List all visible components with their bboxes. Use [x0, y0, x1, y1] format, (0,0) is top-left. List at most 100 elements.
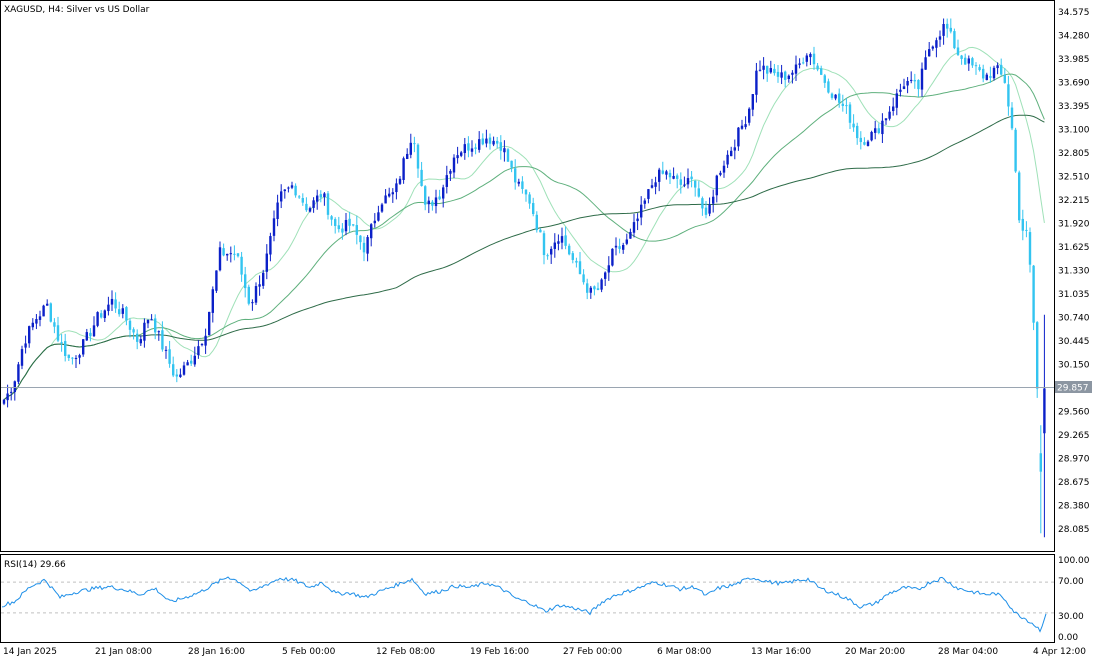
candle-body [398, 178, 402, 184]
candle-body [96, 312, 99, 326]
candle-body [510, 160, 513, 168]
candle-body [784, 71, 787, 80]
candle-body [42, 305, 45, 317]
main-panel-frame [0, 0, 1055, 552]
time-tick: 5 Feb 00:00 [282, 647, 336, 657]
candle-body [182, 365, 186, 375]
candle-body [269, 236, 272, 255]
candle-body [89, 332, 92, 337]
candle-body [560, 236, 564, 243]
candle-body [827, 81, 830, 93]
candle-body [841, 103, 844, 106]
candle-body [553, 242, 556, 249]
candle-body [211, 289, 214, 313]
candle-body [974, 65, 978, 67]
rsi-level-lines [1, 581, 1054, 614]
candle-body [244, 274, 247, 289]
time-tick: 27 Feb 00:00 [563, 647, 622, 657]
candle-body [100, 313, 103, 318]
candle-body [92, 325, 96, 337]
candle-body [686, 178, 690, 185]
candle-body [697, 188, 700, 197]
candle-body [46, 303, 49, 306]
time-tick: 12 Feb 08:00 [376, 647, 435, 657]
candle-body [197, 346, 200, 356]
candle-body [64, 341, 67, 356]
price-tick: 30.445 [1058, 337, 1090, 347]
candle-body [164, 349, 168, 351]
candle-body [888, 111, 891, 119]
candle-body [985, 74, 988, 81]
time-tick: 4 Apr 12:00 [1033, 647, 1086, 657]
candle-body [838, 93, 841, 103]
time-tick: 13 Mar 16:00 [751, 647, 811, 657]
candle-body [884, 118, 888, 121]
candle-body [168, 349, 171, 364]
candle-body [643, 200, 646, 204]
candle-body [280, 191, 283, 202]
candle-body [568, 245, 571, 255]
candle-body [514, 168, 517, 183]
candle-body [380, 204, 384, 212]
price-tick: 31.035 [1058, 290, 1090, 300]
candle-body [722, 165, 726, 173]
price-tick: 29.265 [1058, 431, 1090, 441]
candle-body [892, 106, 895, 112]
candle-body [766, 65, 769, 74]
rsi-tick: 70.00 [1058, 577, 1084, 587]
candle-body [276, 202, 279, 219]
candle-body [402, 158, 405, 181]
candle-body [17, 364, 20, 382]
candle-body [661, 170, 664, 174]
candle-body [463, 144, 466, 154]
candle-body [913, 80, 916, 82]
candle-body [755, 70, 758, 95]
candle-body [348, 218, 351, 226]
candle-body [298, 196, 301, 198]
candle-body [229, 253, 232, 255]
candle-body [136, 333, 139, 342]
candle-body [719, 172, 722, 175]
candle-body [992, 67, 996, 79]
candle-body [1018, 172, 1021, 221]
candle-body [28, 326, 31, 344]
candle-body [780, 72, 783, 78]
candle-body [748, 108, 751, 123]
candle-body [589, 287, 592, 293]
time-tick: 19 Feb 16:00 [470, 647, 529, 657]
candle-body [546, 255, 549, 257]
candle-body [1036, 322, 1039, 389]
price-tick: 28.675 [1058, 478, 1090, 488]
candle-body [607, 265, 610, 273]
candle-body [193, 355, 196, 365]
candle-body [67, 354, 70, 359]
candle-body [672, 175, 675, 179]
candle-body [920, 68, 924, 90]
candle-body [6, 393, 9, 401]
candle-body [769, 68, 772, 73]
candle-body [744, 124, 747, 128]
rsi-line [1, 576, 1047, 633]
time-tick: 28 Mar 04:00 [938, 647, 998, 657]
price-tick: 30.150 [1058, 361, 1090, 371]
candle-body [456, 155, 459, 159]
candle-body [175, 374, 178, 377]
candle-body [157, 331, 160, 333]
candle-body [424, 186, 427, 205]
candle-body [247, 286, 250, 304]
candle-body [640, 204, 643, 218]
candle-body [521, 181, 524, 189]
candle-body [272, 218, 276, 236]
candle-body [578, 261, 582, 275]
candle-body [982, 68, 985, 79]
candle-body [161, 330, 164, 350]
candle-body [539, 229, 542, 233]
ma-fast-line [3, 46, 1045, 401]
candle-body [550, 248, 553, 255]
ma-slow-line [3, 114, 1045, 401]
candle-body [733, 147, 736, 151]
candle-body [449, 170, 452, 174]
candle-body [506, 149, 510, 162]
candle-body [251, 302, 254, 304]
